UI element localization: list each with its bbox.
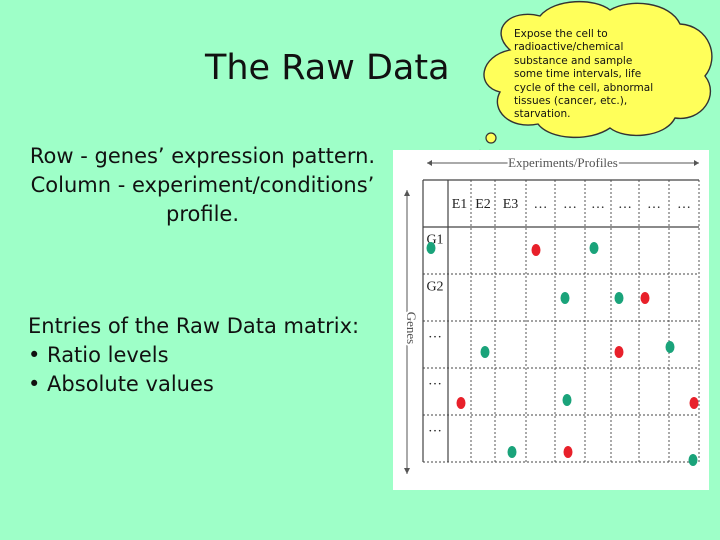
row-header: G2 — [426, 280, 443, 295]
expression-dot — [688, 454, 698, 466]
rows-axis-arrow-bottom — [404, 468, 410, 474]
row-header: … — [428, 374, 442, 389]
matrix-dots — [426, 242, 699, 466]
expression-dot — [531, 244, 541, 256]
bullet-absolute-values: • Absolute values — [28, 372, 214, 396]
column-header: … — [677, 197, 691, 212]
expression-dot — [560, 292, 570, 304]
expression-dot — [640, 292, 650, 304]
expression-dot — [507, 446, 517, 458]
thought-bubble-callout — [475, 1, 713, 159]
description-line: Row - genes’ expression pattern. — [29, 144, 376, 168]
cloud-shape — [483, 1, 713, 138]
expression-dot — [665, 341, 675, 353]
description-line: Column - experiment/conditions’ — [30, 173, 375, 197]
columns-axis-arrow-right — [694, 160, 699, 166]
expression-dot — [426, 242, 436, 254]
entries-heading: Entries of the Raw Data matrix: — [28, 314, 360, 338]
bullet-ratio-levels: • Ratio levels — [28, 343, 169, 367]
slide-title: The Raw Data — [205, 48, 450, 88]
column-header: … — [591, 197, 605, 212]
rows-axis-label: Genes — [404, 312, 419, 345]
row-header: … — [428, 327, 442, 342]
entries-description: Entries of the Raw Data matrix: • Ratio … — [28, 312, 398, 399]
bubble-dot — [485, 132, 497, 144]
raw-data-matrix-figure: Experiments/Profiles Genes E1 E2 E3 … … … … … … G… — [393, 150, 709, 490]
column-header: … — [563, 197, 577, 212]
expression-dot — [563, 446, 573, 458]
row-column-description: Row - genes’ expression pattern. Column … — [10, 142, 395, 229]
column-header: … — [647, 197, 661, 212]
description-line: profile. — [165, 202, 239, 226]
column-header: … — [534, 197, 548, 212]
expression-dot — [562, 394, 572, 406]
column-header: E2 — [475, 197, 491, 212]
expression-dot — [614, 346, 624, 358]
columns-axis-arrow-left — [427, 160, 432, 166]
matrix-grid — [422, 179, 700, 463]
expression-dot — [614, 292, 624, 304]
row-header: … — [428, 421, 442, 436]
column-header: E3 — [503, 197, 519, 212]
columns-axis-label: Experiments/Profiles — [508, 155, 618, 170]
expression-dot — [689, 397, 699, 409]
matrix-headers: E1 E2 E3…………… …G1G2……… — [426, 197, 691, 436]
expression-dot — [480, 346, 490, 358]
column-header: E1 — [452, 197, 468, 212]
expression-dot — [589, 242, 599, 254]
column-header: … — [618, 197, 632, 212]
matrix-svg: Experiments/Profiles Genes E1 E2 E3 … … … … … … G… — [402, 153, 700, 474]
rows-axis-arrow-top — [404, 190, 410, 196]
callout-text: Expose the cell to radioactive/chemical … — [514, 28, 654, 121]
expression-dot — [456, 397, 466, 409]
